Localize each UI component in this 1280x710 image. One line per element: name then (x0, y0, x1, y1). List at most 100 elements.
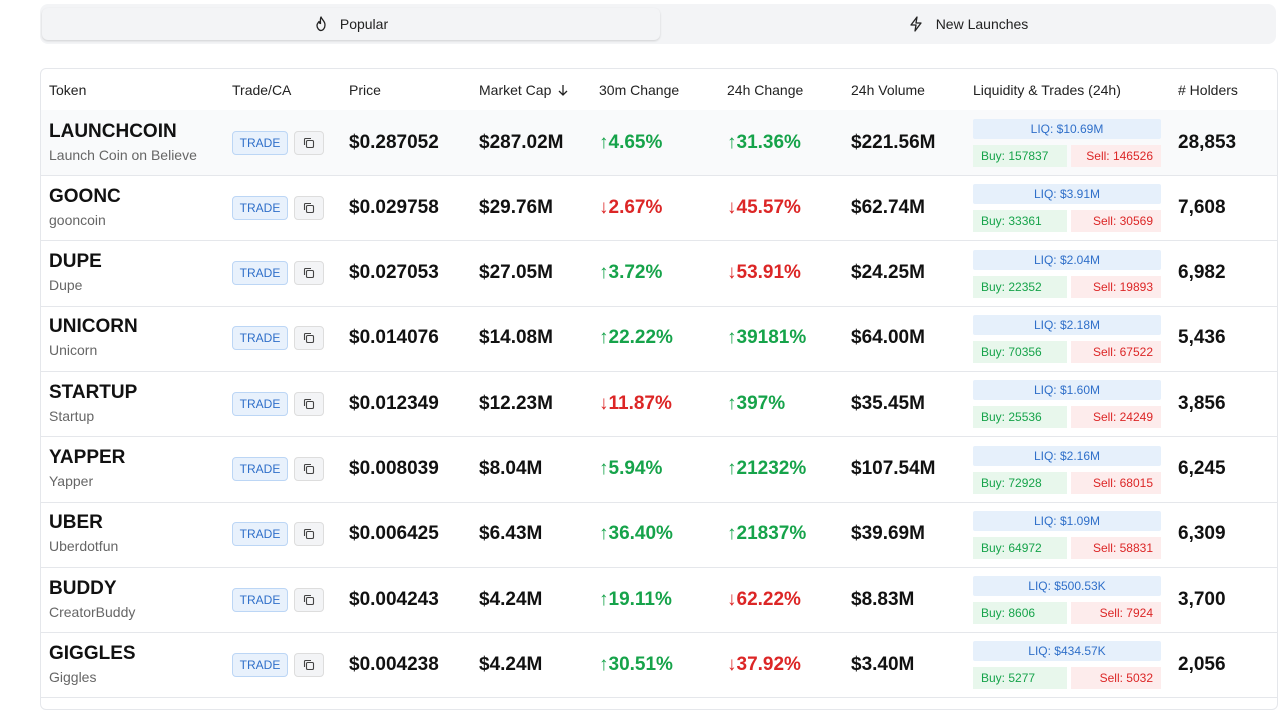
change-30m-value: ↑36.40% (599, 523, 673, 545)
trade-button[interactable]: TRADE (232, 326, 288, 351)
holders-value: 5,436 (1178, 327, 1226, 349)
token-symbol[interactable]: LAUNCHCOIN (49, 120, 177, 142)
token-cell: LAUNCHCOIN Launch Coin on Believe (49, 110, 197, 175)
token-name: gooncoin (49, 211, 106, 228)
table-row[interactable]: LAUNCHCOIN Launch Coin on Believe TRADE $0.… (41, 110, 1277, 176)
liquidity-badge: LIQ: $10.69M (973, 119, 1161, 139)
trade-button[interactable]: TRADE (232, 261, 288, 286)
table-row[interactable]: GIGGLES Giggles TRADE $0.004238 $4.24M ↑30.51… (41, 632, 1277, 699)
trade-ca-cell: TRADE (232, 110, 324, 175)
column-header-market-cap[interactable]: Market Cap (479, 69, 570, 110)
copy-address-button[interactable] (294, 587, 324, 612)
liquidity-badge: LIQ: $1.09M (973, 510, 1161, 531)
holders-value: 6,982 (1178, 262, 1226, 284)
column-header-liquidity[interactable]: Liquidity & Trades (24h) (973, 81, 1121, 98)
table-row[interactable]: GOONC gooncoin TRADE $0.029758 $29.76M ↓2.67%… (41, 175, 1277, 242)
table-row[interactable]: UBER Uberdotfun TRADE $0.006425 $6.43M ↑36.40… (41, 502, 1277, 568)
volume-24h-value: $107.54M (851, 458, 936, 479)
copy-address-button[interactable] (294, 652, 324, 677)
trade-ca-cell: TRADE (232, 241, 324, 306)
token-cell: STARTUP Startup (49, 371, 137, 436)
holders-value: 28,853 (1178, 131, 1237, 153)
liquidity-trades-cell: LIQ: $10.69M Buy: 157837 Sell: 146526 (973, 110, 1163, 175)
change-30m-value: ↑22.22% (599, 327, 673, 349)
trade-button[interactable]: TRADE (232, 587, 288, 612)
price-value: $0.027053 (349, 262, 439, 284)
copy-icon (303, 594, 315, 605)
tab-new-launches[interactable]: New Launches (660, 8, 1276, 40)
token-table: Token Trade/CA Price Market Cap 30m Chan… (40, 68, 1278, 710)
trade-button[interactable]: TRADE (232, 130, 288, 155)
buy-count-badge: Buy: 5277 (973, 667, 1067, 690)
change-24h-value: ↑397% (727, 392, 786, 414)
change-24h-value: ↓45.57% (727, 196, 801, 218)
copy-address-button[interactable] (294, 522, 324, 547)
holders-value: 7,608 (1178, 196, 1226, 218)
token-symbol[interactable]: GIGGLES (49, 642, 136, 664)
holders-value: 2,056 (1178, 653, 1226, 675)
change-30m-value: ↓11.87% (599, 392, 672, 414)
buy-count-badge: Buy: 157837 (973, 145, 1067, 167)
sell-count-badge: Sell: 19893 (1071, 275, 1161, 298)
copy-address-button[interactable] (294, 195, 324, 220)
column-header-30m-change[interactable]: 30m Change (599, 81, 680, 98)
trade-button[interactable]: TRADE (232, 652, 288, 677)
change-24h-value: ↓62.22% (727, 588, 801, 610)
trade-button[interactable]: TRADE (232, 457, 288, 481)
token-symbol[interactable]: GOONC (49, 185, 121, 207)
token-symbol[interactable]: STARTUP (49, 381, 138, 403)
volume-24h-value: $39.69M (851, 523, 925, 545)
change-24h-value: ↑31.36% (727, 131, 801, 153)
holders-value: 3,856 (1178, 392, 1226, 414)
column-header-24h-change[interactable]: 24h Change (727, 81, 804, 98)
token-symbol[interactable]: BUDDY (49, 577, 117, 599)
table-row[interactable]: STARTUP Startup TRADE $0.012349 $12.23M ↓11.8… (41, 371, 1277, 438)
liquidity-trades-cell: LIQ: $1.09M Buy: 64972 Sell: 58831 (973, 502, 1163, 567)
token-cell: UNICORN Unicorn (49, 306, 138, 371)
market-cap-value: $6.43M (479, 523, 543, 545)
token-symbol[interactable]: UBER (49, 512, 103, 534)
market-cap-value: $14.08M (479, 327, 553, 349)
trade-button[interactable]: TRADE (232, 522, 288, 547)
liquidity-trades-cell: LIQ: $2.04M Buy: 22352 Sell: 19893 (973, 241, 1163, 306)
column-header-holders[interactable]: # Holders (1178, 81, 1238, 98)
liquidity-trades-cell: LIQ: $500.53K Buy: 8606 Sell: 7924 (973, 567, 1163, 632)
price-value: $0.287052 (349, 131, 439, 153)
buy-count-badge: Buy: 22352 (973, 275, 1067, 298)
buy-count-badge: Buy: 64972 (973, 536, 1067, 559)
token-symbol[interactable]: DUPE (49, 251, 102, 273)
token-symbol[interactable]: UNICORN (49, 316, 138, 338)
token-symbol[interactable]: YAPPER (49, 447, 126, 468)
price-value: $0.004238 (349, 653, 439, 675)
table-row[interactable]: YAPPER Yapper TRADE $0.008039 $8.04M ↑5.94% ↑2… (41, 437, 1277, 503)
copy-icon (303, 268, 315, 279)
copy-icon (303, 659, 315, 670)
liquidity-trades-cell: LIQ: $2.18M Buy: 70356 Sell: 67522 (973, 306, 1163, 371)
tab-popular[interactable]: Popular (42, 8, 660, 40)
column-header-24h-volume[interactable]: 24h Volume (851, 81, 925, 98)
copy-address-button[interactable] (294, 261, 324, 286)
trade-ca-cell: TRADE (232, 502, 324, 567)
change-30m-value: ↑30.51% (599, 653, 673, 675)
market-cap-value: $287.02M (479, 131, 564, 153)
copy-address-button[interactable] (294, 391, 324, 416)
flame-icon (316, 16, 326, 32)
price-value: $0.006425 (349, 523, 439, 545)
trade-button[interactable]: TRADE (232, 391, 288, 416)
table-row[interactable]: BUDDY CreatorBuddy TRADE $0.004243 $4.24M ↑19… (41, 567, 1277, 634)
copy-address-button[interactable] (294, 457, 324, 481)
lightning-icon (910, 16, 922, 32)
change-30m-value: ↑3.72% (599, 262, 663, 284)
token-cell: BUDDY CreatorBuddy (49, 567, 135, 632)
column-header-price[interactable]: Price (349, 81, 381, 98)
table-row[interactable]: UNICORN Unicorn TRADE $0.014076 $14.08M ↑22.2… (41, 306, 1277, 372)
copy-address-button[interactable] (294, 130, 324, 155)
column-header-token[interactable]: Token (49, 81, 87, 98)
table-row[interactable]: DUPE Dupe TRADE $0.027053 $27.05M ↑3.72% ↓53.9… (41, 241, 1277, 307)
liquidity-badge: LIQ: $434.57K (973, 641, 1161, 662)
token-name: Startup (49, 407, 95, 424)
price-value: $0.004243 (349, 588, 439, 610)
trade-button[interactable]: TRADE (232, 195, 288, 220)
copy-address-button[interactable] (294, 326, 324, 351)
token-name: Giggles (49, 668, 97, 685)
